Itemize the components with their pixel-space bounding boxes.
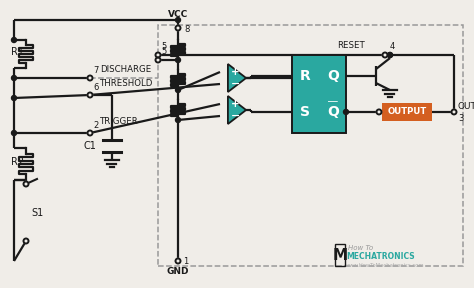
- Bar: [292, 55, 346, 133]
- Text: RESET: RESET: [337, 41, 365, 50]
- Circle shape: [383, 52, 388, 58]
- Text: 3: 3: [458, 114, 464, 124]
- Text: MECHATRONICS: MECHATRONICS: [346, 252, 415, 261]
- Text: 4: 4: [390, 42, 395, 51]
- Text: 1: 1: [183, 257, 188, 266]
- Text: 2: 2: [93, 121, 98, 130]
- Text: GND: GND: [167, 267, 189, 276]
- Circle shape: [388, 52, 392, 58]
- Text: www.HowToMechatronics.com: www.HowToMechatronics.com: [346, 263, 425, 268]
- Text: +: +: [231, 67, 240, 77]
- Bar: [335, 244, 345, 266]
- Circle shape: [88, 130, 92, 135]
- Circle shape: [175, 118, 181, 122]
- Bar: [382, 103, 432, 121]
- Circle shape: [88, 75, 92, 81]
- Bar: [158, 25, 463, 266]
- Polygon shape: [228, 96, 246, 124]
- Text: S1: S1: [31, 207, 43, 217]
- Text: Q: Q: [327, 69, 339, 83]
- Circle shape: [452, 109, 456, 114]
- Circle shape: [24, 181, 28, 187]
- Circle shape: [175, 18, 181, 22]
- Text: −: −: [231, 111, 240, 121]
- Text: R2: R2: [11, 157, 24, 167]
- Circle shape: [388, 52, 392, 58]
- Text: Q: Q: [327, 105, 339, 119]
- Text: R: R: [300, 69, 310, 83]
- Text: M: M: [332, 247, 347, 262]
- Circle shape: [11, 96, 17, 101]
- Circle shape: [155, 52, 161, 58]
- Text: 5: 5: [161, 47, 166, 56]
- Text: DISCHARGE: DISCHARGE: [100, 65, 151, 75]
- Text: 5: 5: [161, 42, 166, 51]
- Circle shape: [11, 130, 17, 135]
- Text: 8: 8: [184, 24, 190, 33]
- Text: ―: ―: [328, 96, 338, 106]
- Text: TRIGGER: TRIGGER: [100, 117, 139, 126]
- Circle shape: [24, 238, 28, 243]
- Text: −: −: [231, 79, 240, 89]
- Circle shape: [155, 58, 161, 62]
- Circle shape: [175, 26, 181, 31]
- Circle shape: [344, 109, 348, 114]
- Text: S: S: [300, 105, 310, 119]
- Circle shape: [88, 92, 92, 98]
- Text: C1: C1: [83, 141, 96, 151]
- Circle shape: [11, 37, 17, 43]
- Circle shape: [175, 58, 181, 62]
- Text: 7: 7: [93, 66, 99, 75]
- Text: THRESHOLD: THRESHOLD: [100, 79, 154, 88]
- Circle shape: [376, 109, 382, 114]
- Polygon shape: [228, 64, 246, 92]
- Text: OUTPUT: OUTPUT: [387, 107, 427, 116]
- Circle shape: [175, 88, 181, 92]
- Text: OUT: OUT: [458, 103, 474, 111]
- Text: How To: How To: [348, 245, 373, 251]
- Text: 6: 6: [93, 83, 99, 92]
- Circle shape: [11, 75, 17, 81]
- Text: +: +: [231, 99, 240, 109]
- Text: R1: R1: [11, 47, 24, 57]
- Text: VCC: VCC: [168, 10, 188, 19]
- Circle shape: [175, 259, 181, 264]
